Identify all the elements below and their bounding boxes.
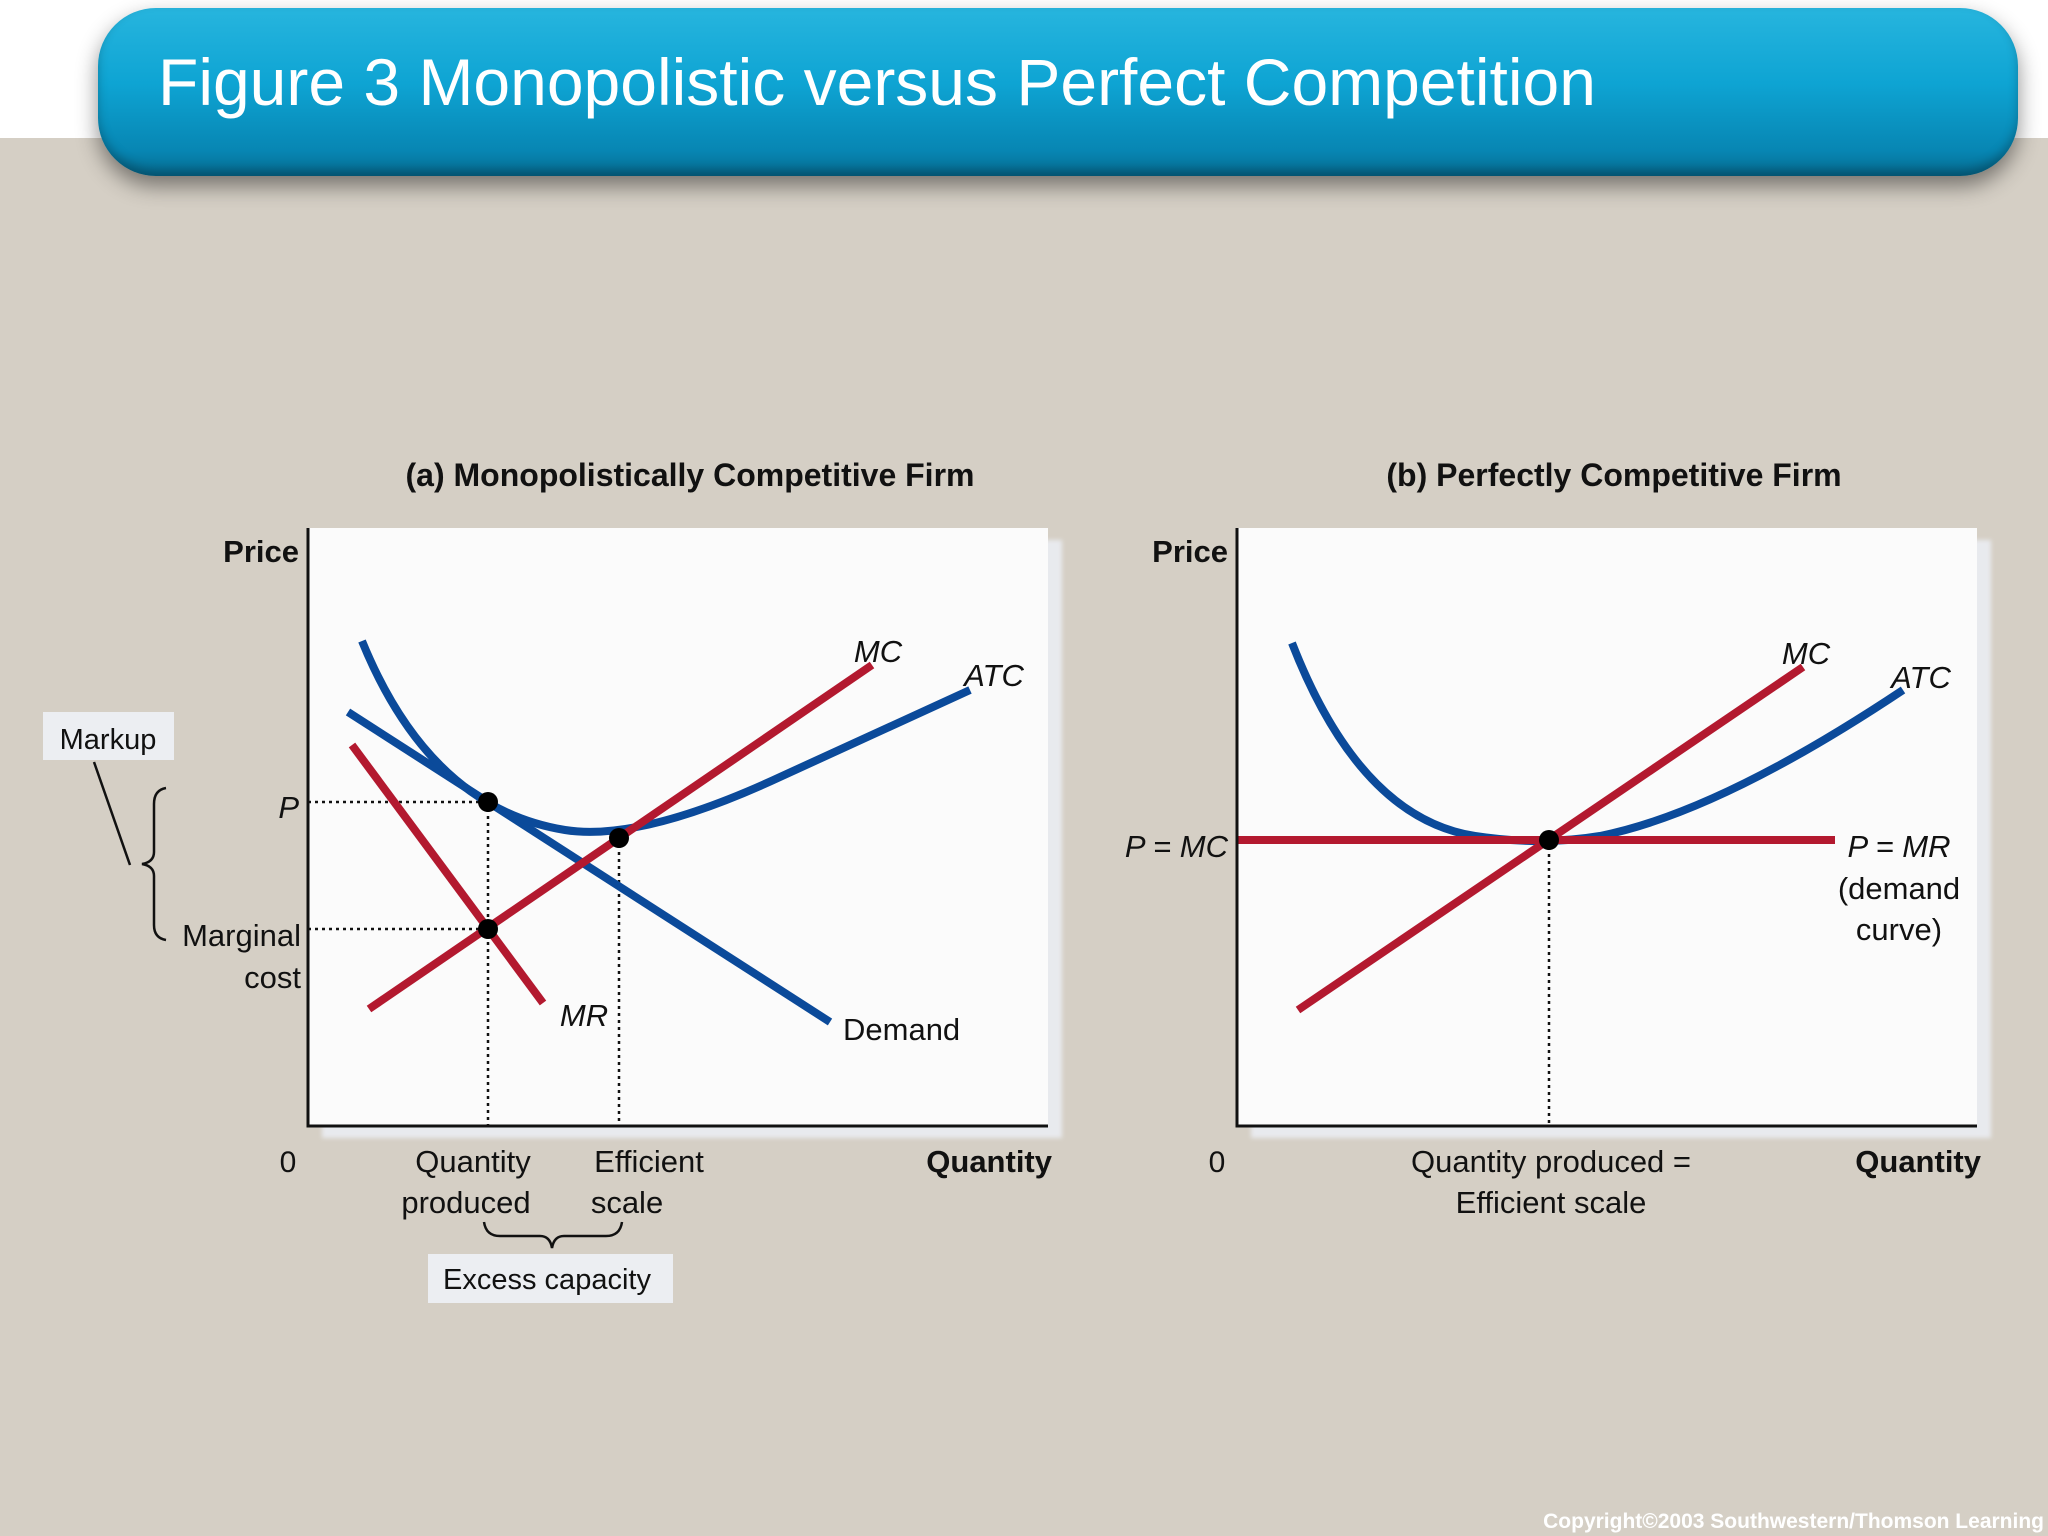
panel-b-axes	[1235, 528, 1977, 1128]
demand-curve-label-b-line2: curve)	[1856, 912, 1942, 947]
efficient-scale-point	[609, 828, 629, 848]
mr-mc-intersection-point	[478, 919, 498, 939]
panel-a-guides	[308, 800, 621, 1126]
panel-a-title: (a) Monopolistically Competitive Firm	[406, 457, 975, 493]
marginal-cost-label-line1: Marginal	[182, 918, 301, 953]
panel-a-origin-label: 0	[280, 1146, 297, 1179]
atc-curve-label-b: ATC	[1889, 660, 1951, 695]
panel-b-plot-area	[1237, 528, 1977, 1126]
panel-a-plot-area	[308, 528, 1048, 1126]
panel-a-x-axis-label: Quantity	[926, 1144, 1052, 1179]
quantity-produced-label-line1: Quantity	[415, 1144, 531, 1179]
p-equals-mr-label: P = MR	[1847, 829, 1950, 864]
panel-b-title: (b) Perfectly Competitive Firm	[1386, 457, 1841, 493]
panel-a-axes	[306, 528, 1048, 1128]
panel-a-y-axis-label: Price	[223, 534, 299, 569]
atc-curve-label-a: ATC	[962, 658, 1024, 693]
excess-capacity-label: Excess capacity	[443, 1264, 651, 1296]
profit-max-point	[478, 792, 498, 812]
mc-curve-label-b: MC	[1782, 636, 1831, 671]
marginal-cost-label-line2: cost	[244, 960, 301, 995]
panel-b-y-axis-label: Price	[1152, 534, 1228, 569]
quantity-efficient-label-line1: Quantity produced =	[1411, 1144, 1691, 1179]
mr-curve	[348, 742, 547, 1006]
panel-b-x-axis-label: Quantity	[1855, 1144, 1981, 1179]
demand-curve	[345, 708, 833, 1026]
p-equals-mc-label: P = MC	[1125, 829, 1229, 864]
demand-curve-label: Demand	[843, 1012, 960, 1047]
markup-label: Markup	[60, 724, 157, 756]
price-p-label: P	[278, 790, 299, 825]
efficient-scale-label-line1: Efficient	[594, 1144, 704, 1179]
equilibrium-point	[1539, 830, 1559, 850]
page-title: Figure 3 Monopolistic versus Perfect Com…	[158, 45, 1596, 119]
excess-capacity-label-box	[428, 1254, 673, 1303]
quantity-efficient-label-line2: Efficient scale	[1456, 1185, 1647, 1220]
mc-curve-label-a: MC	[854, 634, 903, 669]
markup-label-box	[43, 712, 174, 760]
panel-b-origin-label: 0	[1209, 1146, 1226, 1179]
excess-capacity-brace	[482, 1221, 624, 1249]
panel-b: (b) Perfectly Competitive Firm Price Qua…	[1125, 457, 1982, 1220]
efficient-scale-label-line2: scale	[591, 1185, 663, 1220]
title-banner: Figure 3 Monopolistic versus Perfect Com…	[98, 8, 2018, 176]
markup-pointer-line	[92, 761, 132, 866]
quantity-produced-label-line2: produced	[401, 1185, 530, 1220]
markup-brace	[141, 786, 167, 942]
mr-curve-label: MR	[560, 998, 608, 1033]
copyright-notice: Copyright©2003 Southwestern/Thomson Lear…	[1543, 1510, 2044, 1533]
demand-curve-label-b-line1: (demand	[1838, 871, 1960, 906]
panel-a: (a) Monopolistically Competitive Firm Pr…	[43, 457, 1053, 1303]
